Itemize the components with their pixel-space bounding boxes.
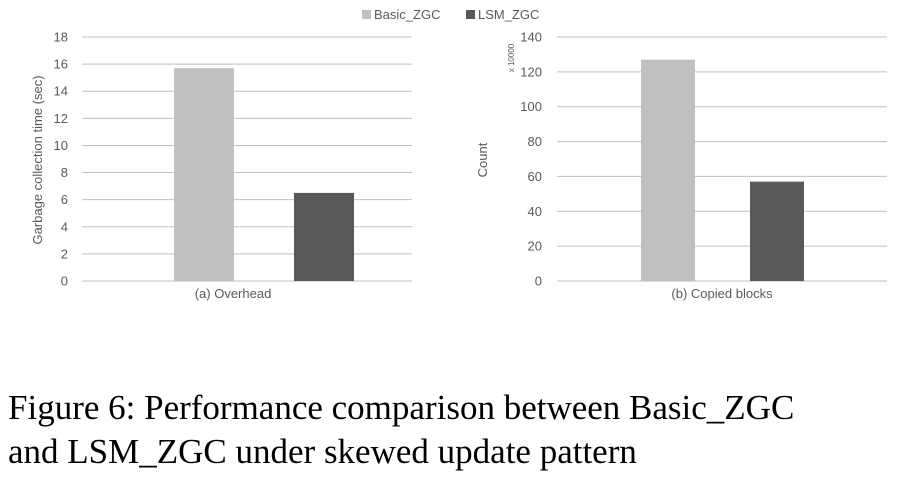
chart-overhead-y-tick-label: 10 bbox=[54, 138, 68, 153]
chart-copied-blocks-y-tick-label: 60 bbox=[528, 169, 542, 184]
chart-copied-blocks-bar-basic-zgc bbox=[641, 59, 695, 282]
chart-copied-blocks-gridlines bbox=[557, 36, 887, 282]
chart-overhead-y-tick-label: 8 bbox=[61, 165, 68, 180]
chart-overhead-y-tick-label: 14 bbox=[54, 84, 68, 99]
chart-copied-blocks-y-tick-label: 120 bbox=[520, 64, 542, 79]
legend-swatch-lsm-zgc bbox=[466, 10, 475, 19]
chart-copied-blocks-y-tick-label: 40 bbox=[528, 204, 542, 219]
chart-copied-blocks-y-tick-label: 20 bbox=[528, 239, 542, 254]
figure-caption-line-2: and LSM_ZGC under skewed update pattern bbox=[8, 432, 637, 471]
legend-label-basic-zgc: Basic_ZGC bbox=[374, 7, 440, 22]
chart-overhead-bar-basic-zgc bbox=[174, 68, 234, 281]
chart-copied-blocks-title: (b) Copied blocks bbox=[671, 286, 773, 301]
chart-copied-blocks-y-tick-label: 140 bbox=[520, 30, 542, 45]
chart-overhead-title: (a) Overhead bbox=[195, 286, 272, 301]
chart-overhead-y-ticks: 0 2 4 6 8 10 12 14 16 18 bbox=[54, 30, 68, 289]
chart-copied-blocks-y-tick-label: 80 bbox=[528, 134, 542, 149]
chart-overhead-y-tick-label: 16 bbox=[54, 57, 68, 72]
chart-copied-blocks-bars bbox=[641, 59, 804, 282]
chart-overhead-y-tick-label: 2 bbox=[61, 246, 68, 261]
chart-overhead-y-tick-label: 12 bbox=[54, 111, 68, 126]
figure-caption: Figure 6: Performance comparison between… bbox=[8, 386, 908, 474]
chart-overhead-gridlines bbox=[82, 36, 412, 282]
chart-overhead-y-tick-label: 18 bbox=[54, 30, 68, 45]
chart-overhead-y-tick-label: 0 bbox=[61, 274, 68, 289]
legend-swatch-basic-zgc bbox=[362, 10, 371, 19]
chart-overhead-y-tick-label: 4 bbox=[61, 219, 68, 234]
chart-copied-blocks-y-tick-label: 0 bbox=[535, 274, 542, 289]
chart-copied-blocks-y-tick-label: 100 bbox=[520, 99, 542, 114]
chart-copied-blocks-y-ticks: 0 20 40 60 80 100 120 140 bbox=[520, 30, 542, 289]
chart-overhead-bar-lsm-zgc bbox=[294, 192, 354, 281]
chart-overhead-y-tick-label: 6 bbox=[61, 192, 68, 207]
chart-copied-blocks-y-axis-label: Count bbox=[475, 142, 490, 177]
legend-label-lsm-zgc: LSM_ZGC bbox=[478, 7, 539, 22]
figure-caption-line-1: Figure 6: Performance comparison between… bbox=[8, 388, 795, 427]
chart-copied-blocks-y-multiplier: x 10000 bbox=[507, 43, 516, 72]
chart-copied-blocks: 0 20 40 60 80 100 120 140 Count x 10000 (b) Cop… bbox=[475, 30, 887, 301]
legend: Basic_ZGC LSM_ZGC bbox=[362, 7, 539, 22]
chart-overhead-y-axis-label: Garbage collection time (sec) bbox=[30, 75, 45, 244]
chart-overhead-bars bbox=[174, 68, 354, 281]
chart-overhead: 0 2 4 6 8 10 12 14 16 18 Garbage collection time … bbox=[30, 30, 412, 301]
chart-copied-blocks-bar-lsm-zgc bbox=[750, 181, 804, 281]
